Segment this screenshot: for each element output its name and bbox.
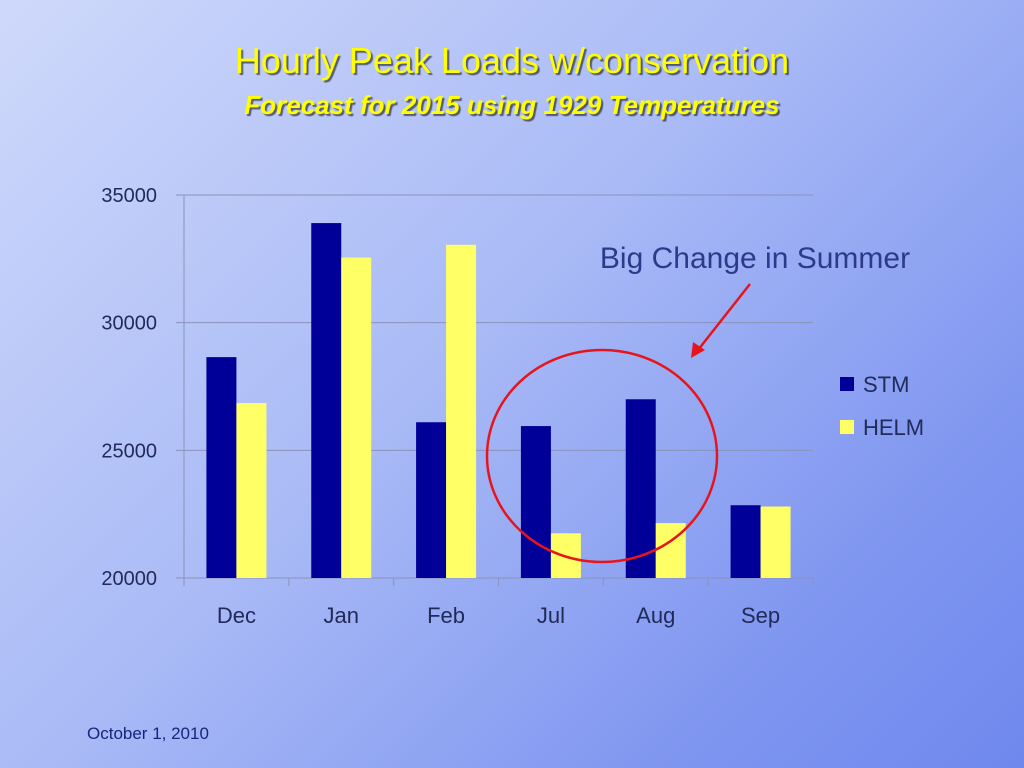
bar-stm-jul	[520, 426, 551, 578]
footer-date: October 1, 2010	[87, 724, 209, 743]
slide-subtitle: Forecast for 2015 using 1929 Temperature…	[244, 90, 780, 120]
legend-swatch-helm	[840, 420, 854, 434]
legend-swatch-stm	[840, 377, 854, 391]
y-tick-label: 35000	[101, 185, 157, 207]
legend-label-helm: HELM	[863, 415, 924, 440]
bar-stm-dec	[206, 357, 237, 578]
bar-helm-dec	[236, 403, 267, 578]
x-tick-label: Sep	[741, 603, 780, 628]
slide-title: Hourly Peak Loads w/conservation	[234, 40, 790, 81]
y-axis-ticks: 20000 25000 30000 35000	[101, 185, 157, 590]
x-tick-label: Feb	[427, 603, 465, 628]
gridlines	[176, 194, 813, 579]
legend: STM HELM	[840, 372, 924, 440]
annotation-arrow	[697, 283, 751, 351]
bars	[206, 223, 791, 579]
highlight-circle	[485, 348, 719, 564]
x-tick-label: Jul	[537, 603, 565, 628]
bar-stm-sep	[730, 505, 761, 578]
y-tick-label: 25000	[101, 440, 157, 462]
legend-label-stm: STM	[863, 372, 909, 397]
x-tick-label: Jan	[324, 603, 359, 628]
bar-stm-feb	[416, 422, 447, 578]
x-tick-label: Dec	[217, 603, 256, 628]
annotation-text: Big Change in Summer	[600, 242, 910, 275]
bar-stm-jan	[311, 223, 342, 578]
y-tick-label: 20000	[101, 568, 157, 590]
bar-helm-feb	[446, 244, 477, 579]
y-tick-label: 30000	[101, 313, 157, 335]
x-axis: Dec Jan Feb Jul Aug Sep	[183, 578, 814, 628]
annotation-arrow-head	[691, 342, 705, 358]
bar-stm-aug	[625, 399, 656, 578]
x-tick-label: Aug	[636, 603, 675, 628]
bar-helm-sep	[760, 506, 791, 578]
bar-helm-jan	[341, 257, 372, 578]
annotation: Big Change in Summer	[485, 242, 910, 564]
